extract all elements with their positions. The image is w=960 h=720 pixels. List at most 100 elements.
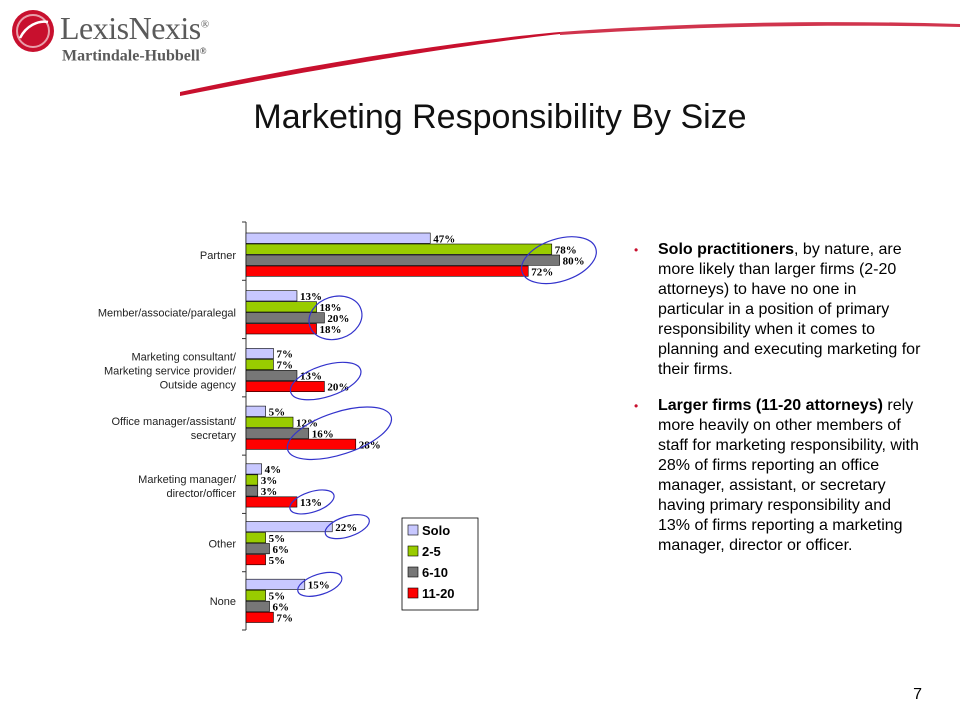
bar xyxy=(245,265,529,277)
category-label: Office manager/assistant/ xyxy=(111,416,236,428)
data-label: 5% xyxy=(269,533,286,545)
data-label: 20% xyxy=(327,313,349,325)
swoosh-stroke-red-tail xyxy=(560,22,960,35)
data-label: 13% xyxy=(300,291,322,303)
category-label: Marketing consultant/ xyxy=(131,351,236,363)
bar xyxy=(245,427,310,439)
bullet-text: , by nature, are more likely than larger… xyxy=(658,241,921,378)
data-label: 6% xyxy=(273,602,290,614)
data-label: 7% xyxy=(276,360,293,372)
bar xyxy=(245,370,298,381)
subbrand-name: Martindale-Hubbell® xyxy=(62,46,207,65)
legend-label: 6-10 xyxy=(422,565,448,580)
highlight-ellipse xyxy=(286,406,393,461)
bar xyxy=(245,312,325,324)
bar xyxy=(245,348,274,359)
bar xyxy=(245,416,294,428)
bullet-item: • Solo practitioners, by nature, are mor… xyxy=(632,240,922,380)
data-label: 22% xyxy=(335,522,357,534)
highlight-ellipse xyxy=(297,571,343,597)
bar xyxy=(245,474,259,486)
data-label: 7% xyxy=(276,349,293,361)
category-label: director/officer xyxy=(167,488,237,500)
bullet-dot-icon: • xyxy=(634,243,639,257)
data-label: 6% xyxy=(273,544,290,556)
data-label: 5% xyxy=(269,406,286,418)
highlight-ellipse xyxy=(308,295,363,341)
category-label: Marketing manager/ xyxy=(138,474,237,486)
data-label: 16% xyxy=(312,428,334,440)
legend-swatch xyxy=(407,524,419,536)
data-label: 15% xyxy=(308,580,330,592)
category-label: secretary xyxy=(191,430,237,442)
bar xyxy=(245,543,270,555)
category-label: Marketing service provider/ xyxy=(104,365,237,377)
category-label: None xyxy=(210,596,236,608)
brand-name: LexisNexis® xyxy=(60,10,209,46)
bar xyxy=(245,589,266,601)
data-label: 13% xyxy=(300,371,322,383)
bar xyxy=(245,611,274,623)
bullet-dot-icon: • xyxy=(634,399,639,413)
legend-label: 11-20 xyxy=(422,586,455,601)
bullet-list: • Solo practitioners, by nature, are mor… xyxy=(632,240,922,572)
data-label: 12% xyxy=(296,417,318,429)
data-label: 4% xyxy=(265,464,282,476)
bar xyxy=(245,323,317,335)
bar xyxy=(245,496,298,508)
category-label: Other xyxy=(208,539,236,551)
data-label: 72% xyxy=(531,266,553,278)
bullet-bold-text: Larger firms (11-20 attorneys) xyxy=(658,397,883,414)
category-label: Member/associate/paralegal xyxy=(98,308,236,320)
page-number: 7 xyxy=(913,686,922,703)
data-label: 78% xyxy=(555,244,577,256)
bullet-text: rely more heavily on other members of st… xyxy=(658,397,919,554)
highlight-ellipse xyxy=(520,236,597,285)
data-label: 3% xyxy=(261,475,278,487)
highlight-ellipse xyxy=(324,514,370,540)
bar xyxy=(245,485,259,497)
logo-emblem-icon xyxy=(12,10,54,52)
data-label: 28% xyxy=(359,439,381,451)
data-label: 5% xyxy=(269,591,286,603)
category-label: Outside agency xyxy=(160,379,237,391)
data-label: 18% xyxy=(320,302,342,314)
data-label: 20% xyxy=(327,382,349,394)
bar xyxy=(245,578,306,590)
legend-label: Solo xyxy=(422,523,450,538)
data-label: 3% xyxy=(261,486,278,498)
bar xyxy=(245,359,274,370)
bar xyxy=(245,405,266,417)
legend-swatch xyxy=(407,587,419,599)
highlight-ellipse xyxy=(289,489,335,515)
bar xyxy=(245,532,266,544)
data-label: 80% xyxy=(563,255,585,267)
bar xyxy=(245,301,317,313)
legend-swatch xyxy=(407,545,419,557)
bar xyxy=(245,463,262,475)
bar xyxy=(245,600,270,612)
data-label: 13% xyxy=(300,497,322,509)
slide-title: Marketing Responsibility By Size xyxy=(253,98,747,136)
legend-label: 2-5 xyxy=(422,544,441,559)
data-label: 7% xyxy=(276,613,293,625)
bar xyxy=(245,232,431,244)
data-label: 18% xyxy=(320,324,342,336)
data-label: 5% xyxy=(269,555,286,567)
header-swoosh xyxy=(180,22,960,96)
bar xyxy=(245,254,560,266)
bar xyxy=(245,381,325,392)
bullet-bold-text: Solo practitioners xyxy=(658,241,795,258)
bar xyxy=(245,554,266,566)
bar xyxy=(245,521,333,533)
legend: Solo 2-5 6-10 11-20 xyxy=(401,517,479,611)
lexisnexis-logo: LexisNexis® Martindale-Hubbell® xyxy=(6,4,226,70)
legend-swatch xyxy=(407,566,419,578)
data-label: 47% xyxy=(433,233,455,245)
swoosh-stroke-red xyxy=(180,32,560,96)
highlight-ellipse xyxy=(289,361,362,401)
bar xyxy=(245,290,298,302)
category-label: Partner xyxy=(200,250,236,262)
bar xyxy=(245,438,357,450)
